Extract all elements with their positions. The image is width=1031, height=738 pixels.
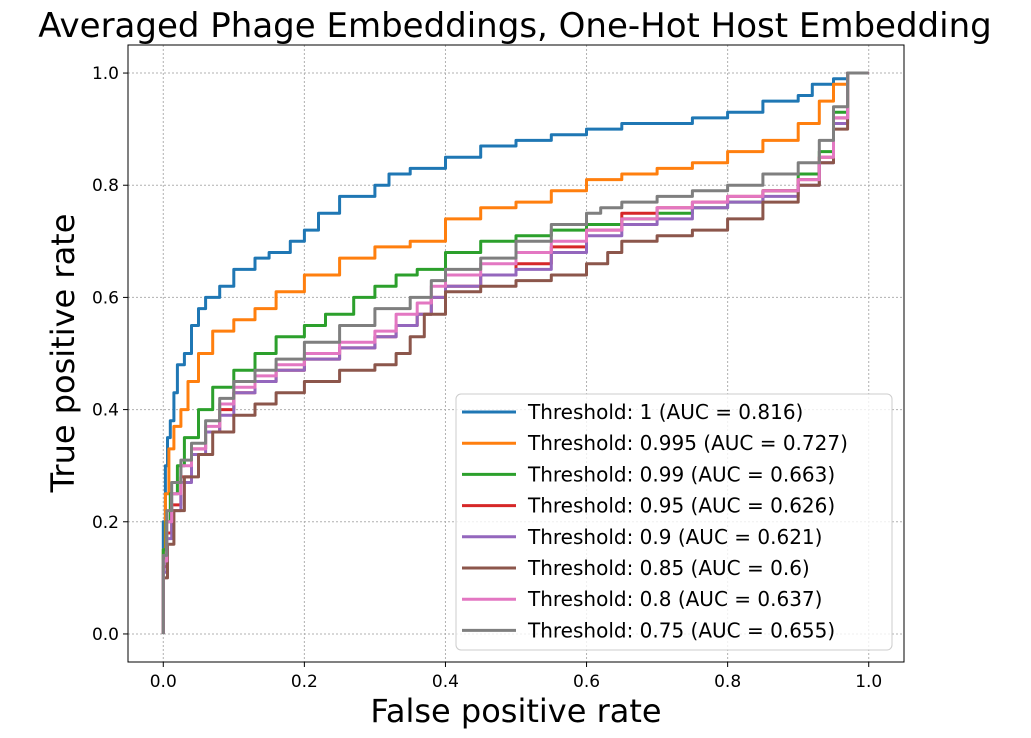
legend-label: Threshold: 0.9 (AUC = 0.621) [527, 525, 822, 549]
legend: Threshold: 1 (AUC = 0.816) Threshold: 0.9… [455, 393, 893, 651]
chart-title: Averaged Phage Embeddings, One-Hot Host … [38, 6, 991, 46]
plot-frame [127, 44, 905, 663]
y-tick-label: 0.0 [92, 625, 119, 645]
y-tick-label: 1.0 [92, 64, 119, 84]
legend-label: Threshold: 0.8 (AUC = 0.637) [527, 587, 822, 611]
x-axis-label: False positive rate [370, 692, 661, 730]
y-tick-label: 0.4 [92, 401, 119, 421]
x-tick-label: 0.0 [150, 672, 177, 692]
x-tick-label: 0.8 [714, 672, 741, 692]
series-line-7 [161, 71, 869, 634]
legend-label: Threshold: 0.995 (AUC = 0.727) [527, 431, 848, 455]
legend-label: Threshold: 1 (AUC = 0.816) [527, 400, 803, 424]
series-line-6 [161, 71, 869, 634]
legend-box [455, 393, 893, 651]
series-line-0 [161, 71, 869, 634]
y-tick-label: 0.6 [92, 288, 119, 308]
legend-label: Threshold: 0.99 (AUC = 0.663) [527, 462, 835, 486]
x-tick-label: 0.4 [432, 672, 459, 692]
x-tick-label: 1.0 [855, 672, 882, 692]
y-axis-label: True positive rate [44, 214, 82, 494]
legend-label: Threshold: 0.95 (AUC = 0.626) [527, 494, 835, 518]
series-line-5 [161, 71, 869, 634]
plot-lines [161, 71, 869, 634]
series-line-1 [161, 71, 869, 634]
x-tick-label: 0.2 [291, 672, 318, 692]
y-tick-label: 0.2 [92, 513, 119, 533]
legend-label: Threshold: 0.75 (AUC = 0.655) [527, 618, 835, 642]
legend-label: Threshold: 0.85 (AUC = 0.6) [527, 556, 810, 580]
x-tick-label: 0.6 [573, 672, 600, 692]
axis-ticks: 0.0 0.2 0.4 0.6 0.8 1.0 0.0 0.2 0.4 0.6 0.8 1.0 [92, 64, 882, 692]
y-tick-label: 0.8 [92, 176, 119, 196]
